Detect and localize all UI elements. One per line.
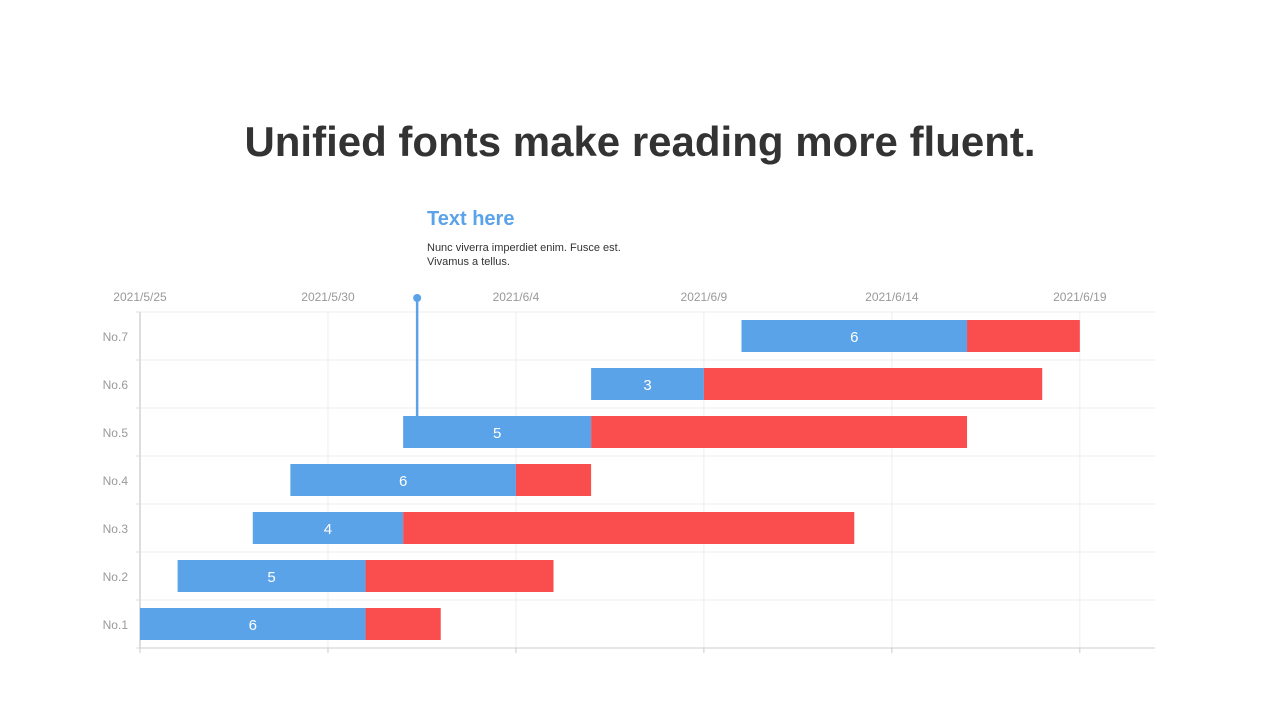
- y-tick-label: No.1: [103, 618, 129, 632]
- annotation-title: Text here: [427, 208, 515, 230]
- bar-segment: [591, 368, 704, 400]
- annotation-body: Nunc viverra imperdiet enim. Fusce est. …: [427, 242, 621, 268]
- bar-segment: [252, 512, 404, 544]
- bar-segment: [741, 320, 968, 352]
- bar-segment: [365, 560, 554, 592]
- bar-label: 4: [324, 521, 332, 538]
- y-tick-label: No.3: [103, 522, 129, 536]
- bar-label: 6: [249, 617, 257, 634]
- bar-label: 3: [643, 377, 651, 394]
- bar-segment: [403, 416, 592, 448]
- x-tick-label: 2021/6/14: [865, 290, 919, 304]
- x-tick-label: 2021/5/30: [301, 290, 355, 304]
- y-tick-label: No.6: [103, 378, 129, 392]
- x-tick-label: 2021/6/19: [1053, 290, 1107, 304]
- y-tick-label: No.2: [103, 570, 129, 584]
- bar-segment: [591, 416, 968, 448]
- bar-label: 6: [399, 473, 407, 490]
- x-tick-label: 2021/6/9: [681, 290, 728, 304]
- bar-label: 5: [267, 569, 275, 586]
- bar-segment: [290, 464, 516, 496]
- annotation-dot: [413, 294, 422, 302]
- x-tick-label: 2021/5/25: [113, 290, 167, 304]
- bar-segment: [365, 608, 441, 640]
- y-tick-label: No.7: [103, 330, 129, 344]
- bar-segment: [967, 320, 1080, 352]
- bar-segment: [403, 512, 855, 544]
- bar-label: 5: [493, 425, 501, 442]
- bar-segment: [515, 464, 592, 496]
- x-tick-label: 2021/6/4: [493, 290, 540, 304]
- y-tick-label: No.4: [103, 474, 129, 488]
- bar-segment: [177, 560, 366, 592]
- bar-segment: [140, 608, 366, 640]
- page-title: Unified fonts make reading more fluent.: [244, 118, 1036, 165]
- bar-label: 6: [850, 329, 858, 346]
- bar-segment: [703, 368, 1043, 400]
- y-tick-label: No.5: [103, 426, 129, 440]
